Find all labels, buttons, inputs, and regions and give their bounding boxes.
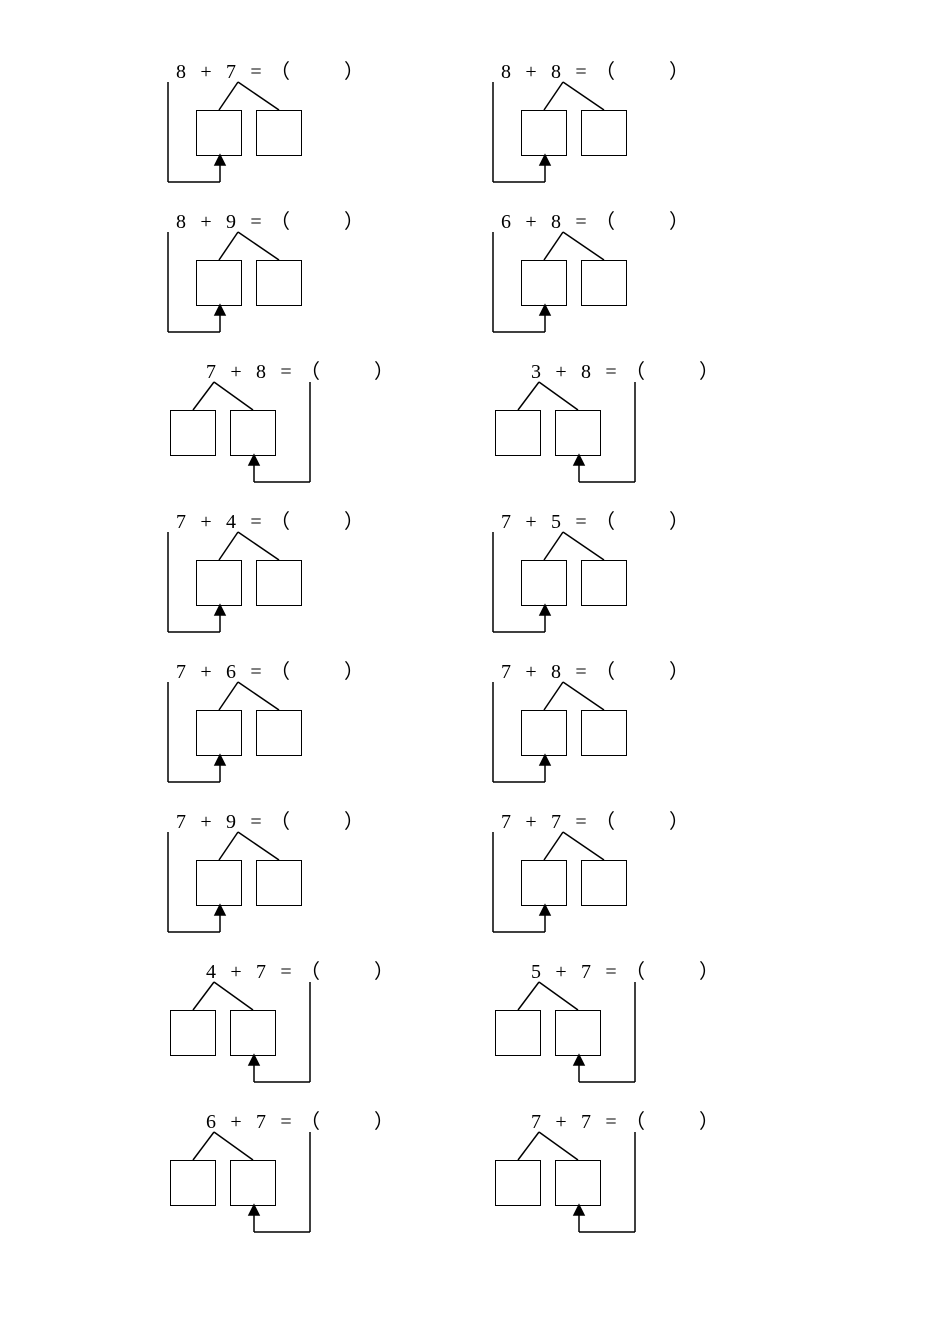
math-problem: 7+9=（） — [150, 810, 490, 960]
diagram-lines — [150, 360, 490, 510]
math-problem: 7+4=（） — [150, 510, 490, 660]
diagram-lines — [475, 510, 815, 660]
math-problem: 7+8=（） — [150, 360, 490, 510]
math-problem: 8+9=（） — [150, 210, 490, 360]
math-problem: 6+8=（） — [475, 210, 815, 360]
diagram-lines — [475, 810, 815, 960]
math-problem: 4+7=（） — [150, 960, 490, 1110]
math-problem: 8+8=（） — [475, 60, 815, 210]
math-problem: 7+6=（） — [150, 660, 490, 810]
worksheet-page: 8+7=（）8+8=（）8+9=（）6+8=（）7+8=（）3+8=（）7+4=… — [0, 0, 945, 1337]
diagram-lines — [150, 210, 490, 360]
diagram-lines — [475, 60, 815, 210]
diagram-lines — [475, 660, 815, 810]
math-problem: 7+5=（） — [475, 510, 815, 660]
diagram-lines — [150, 660, 490, 810]
diagram-lines — [475, 210, 815, 360]
diagram-lines — [475, 960, 815, 1110]
diagram-lines — [150, 810, 490, 960]
math-problem: 7+8=（） — [475, 660, 815, 810]
math-problem: 7+7=（） — [475, 810, 815, 960]
diagram-lines — [475, 360, 815, 510]
math-problem: 8+7=（） — [150, 60, 490, 210]
math-problem: 6+7=（） — [150, 1110, 490, 1260]
diagram-lines — [150, 960, 490, 1110]
math-problem: 5+7=（） — [475, 960, 815, 1110]
math-problem: 3+8=（） — [475, 360, 815, 510]
diagram-lines — [150, 510, 490, 660]
diagram-lines — [150, 60, 490, 210]
diagram-lines — [150, 1110, 490, 1260]
math-problem: 7+7=（） — [475, 1110, 815, 1260]
diagram-lines — [475, 1110, 815, 1260]
